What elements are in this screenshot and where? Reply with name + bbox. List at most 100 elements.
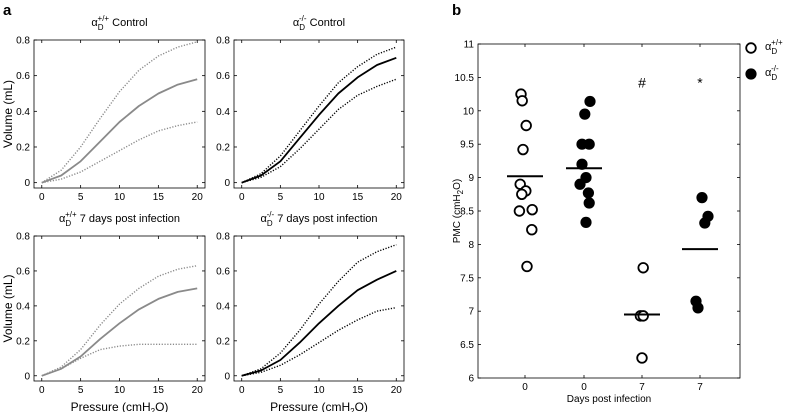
x-axis-label: Days post infection [567, 394, 652, 405]
data-point [513, 205, 526, 217]
y-axis-label: PMC (cmH2O) [452, 179, 465, 243]
x-tick-label: 10 [114, 192, 126, 203]
x-tick-label: 7 [639, 382, 645, 393]
x-tick-label: 0 [239, 385, 245, 396]
legend-item-1: αD+/+ [745, 38, 783, 56]
y-tick-label: 7 [468, 307, 474, 318]
y-tick-label: 0.6 [216, 266, 230, 277]
y-tick-label: 0 [24, 371, 30, 382]
legend-label: αD+/+ [765, 38, 783, 56]
y-tick-label: 8 [468, 240, 474, 251]
y-tick-label: 0.4 [16, 301, 30, 312]
axes-frame [33, 235, 206, 382]
y-tick-label: 9.5 [460, 140, 474, 151]
y-tick-label: 0.2 [216, 336, 230, 347]
x-axis-label: Pressure (cmH2O) [71, 400, 169, 412]
panel-b: 6 6.5 7 7.5 8 8.5 9 9.5 10 10.5 11 0 0 7 7 # * αD+/+ αD-/-… [452, 38, 783, 405]
data-point [584, 95, 596, 108]
subplot-1: 0 5 10 15 20 0 0.2 0.4 0.6 0.8 αD+/+ Control Volume… [1, 14, 206, 203]
x-tick-label: 20 [391, 192, 403, 203]
y-tick-label: 7.5 [460, 273, 474, 284]
x-tick-label: 7 [697, 382, 703, 393]
data-point [526, 203, 538, 216]
y-tick-label: 0.8 [16, 232, 30, 243]
data-point [516, 95, 528, 107]
y-tick-label: 0.6 [16, 266, 30, 277]
data-point [521, 260, 533, 273]
y-tick-label: 0.6 [216, 71, 230, 82]
y-tick-label: 0.2 [16, 336, 30, 347]
series-mean [41, 78, 198, 184]
group-4 [682, 192, 718, 314]
y-tick-label: 0.2 [16, 142, 30, 153]
x-tick-label: 10 [313, 192, 325, 203]
subplot-4: 0 5 10 15 20 0 0.2 0.4 0.6 0.8 αD-/- 7 days post i… [216, 210, 405, 412]
y-tick-label: 10.5 [455, 73, 475, 84]
x-tick-label: 5 [78, 192, 84, 203]
data-point [637, 310, 649, 322]
x-tick-label: 0 [39, 385, 45, 396]
data-point [637, 262, 649, 274]
x-tick-label: 20 [192, 192, 204, 203]
y-tick-label: 0 [224, 178, 230, 189]
subplot-title: αD-/- Control [293, 14, 345, 32]
y-tick-label: 0.8 [16, 36, 30, 47]
legend-marker [745, 68, 757, 80]
legend-label: αD-/- [765, 64, 779, 82]
y-tick-label: 0 [224, 371, 230, 382]
axes-frame [233, 235, 405, 382]
x-tick-label: 5 [278, 385, 284, 396]
subplot-title: αD-/- 7 days post infection [260, 210, 377, 228]
legend-marker [745, 42, 757, 54]
x-tick-label: 5 [278, 192, 284, 203]
panel-a: 0 5 10 15 20 0 0.2 0.4 0.6 0.8 αD+/+ Control Volume… [1, 14, 405, 412]
series-mean [241, 270, 397, 377]
y-tick-label: 8.5 [460, 207, 474, 218]
x-tick-label: 10 [313, 385, 325, 396]
x-tick-label: 15 [352, 192, 364, 203]
y-tick-label: 0.6 [16, 71, 30, 82]
data-point [526, 224, 538, 236]
y-axis-label: Volume (mL) [1, 80, 15, 148]
x-tick-label: 15 [153, 385, 165, 396]
data-point [583, 138, 595, 150]
data-point [517, 143, 529, 156]
y-tick-label: 6 [468, 374, 474, 385]
series-upper [41, 41, 198, 184]
subplot-title: αD+/+ Control [91, 14, 147, 32]
panel-b-label: b [452, 2, 461, 19]
data-point [516, 188, 528, 201]
y-axis-label: Volume (mL) [1, 274, 15, 342]
data-point [696, 192, 708, 204]
panel-a-label: a [3, 2, 12, 19]
y-tick-label: 0.2 [216, 142, 230, 153]
x-tick-label: 20 [391, 385, 403, 396]
series-lower [41, 121, 198, 184]
x-tick-label: 10 [114, 385, 126, 396]
data-point [582, 187, 595, 199]
subplot-2: 0 5 10 15 20 0 0.2 0.4 0.6 0.8 αD-/- Control [216, 14, 405, 203]
data-point [579, 108, 591, 120]
series-mean [41, 287, 198, 377]
subplot-title: αD+/+ 7 days post infection [59, 210, 180, 228]
y-tick-label: 6.5 [460, 340, 474, 351]
series-upper [41, 265, 198, 377]
series-lower [241, 78, 397, 184]
y-tick-label: 0.8 [216, 232, 230, 243]
data-point [636, 352, 648, 364]
x-tick-label: 5 [78, 385, 84, 396]
x-axis-label: Pressure (cmH2O) [270, 400, 368, 412]
data-point [580, 216, 592, 228]
y-tick-label: 11 [464, 40, 475, 51]
x-tick-label: 0 [39, 192, 45, 203]
data-point [580, 172, 592, 184]
x-tick-label: 0 [581, 382, 587, 393]
significance-marker: # [638, 75, 646, 91]
series-mean [241, 56, 397, 184]
y-tick-label: 10 [463, 106, 475, 117]
x-tick-label: 15 [153, 192, 165, 203]
data-point [520, 119, 532, 132]
data-point [699, 217, 711, 229]
series-upper [241, 244, 397, 377]
